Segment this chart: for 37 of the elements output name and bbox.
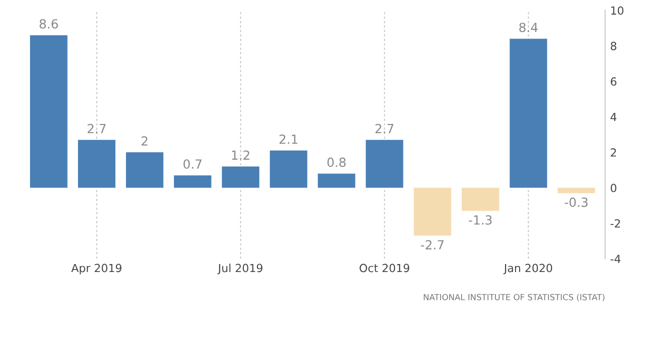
- bar: [174, 175, 212, 188]
- data-label: -1.3: [468, 215, 492, 225]
- data-label: 0.8: [327, 158, 346, 167]
- y-tick-label: 10: [611, 6, 624, 15]
- bar: [318, 174, 356, 188]
- data-label: 2.1: [280, 134, 298, 144]
- bar: [510, 38, 548, 188]
- bar: [270, 150, 308, 188]
- bar: [558, 188, 596, 194]
- data-label: 0.7: [184, 159, 202, 169]
- y-tick-label: 8: [610, 42, 616, 50]
- bar: [126, 152, 164, 188]
- data-label: -2.7: [420, 240, 444, 250]
- data-label: 2: [142, 136, 148, 146]
- data-label: -0.3: [564, 197, 588, 207]
- y-tick-label: 4: [610, 112, 616, 122]
- bar: [78, 140, 116, 188]
- y-tick-label: 2: [610, 148, 616, 157]
- y-tick-label: -4: [610, 254, 620, 263]
- x-tick-label: Jul 2019: [217, 264, 262, 274]
- y-tick-label: -2: [610, 219, 620, 228]
- y-tick-label: 0: [610, 184, 616, 192]
- text: NATIONAL INSTITUTE OF STATISTICS (ISTAT): [424, 294, 604, 302]
- data-label: 1.2: [232, 150, 250, 160]
- bar: [414, 188, 452, 236]
- data-label: 8.6: [40, 19, 58, 29]
- data-label: 2.7: [375, 124, 394, 134]
- y-tick-label: 6: [610, 77, 616, 86]
- x-tick-label: Jan 2020: [503, 264, 552, 274]
- x-tick-label: Oct 2019: [360, 264, 410, 272]
- x-tick-label: Apr 2019: [71, 264, 122, 274]
- data-label: 8.4: [519, 22, 538, 32]
- bar: [366, 140, 404, 188]
- bar: [222, 166, 260, 188]
- data-label: 2.7: [88, 124, 106, 134]
- bar: [462, 188, 500, 211]
- bar: [30, 35, 68, 188]
